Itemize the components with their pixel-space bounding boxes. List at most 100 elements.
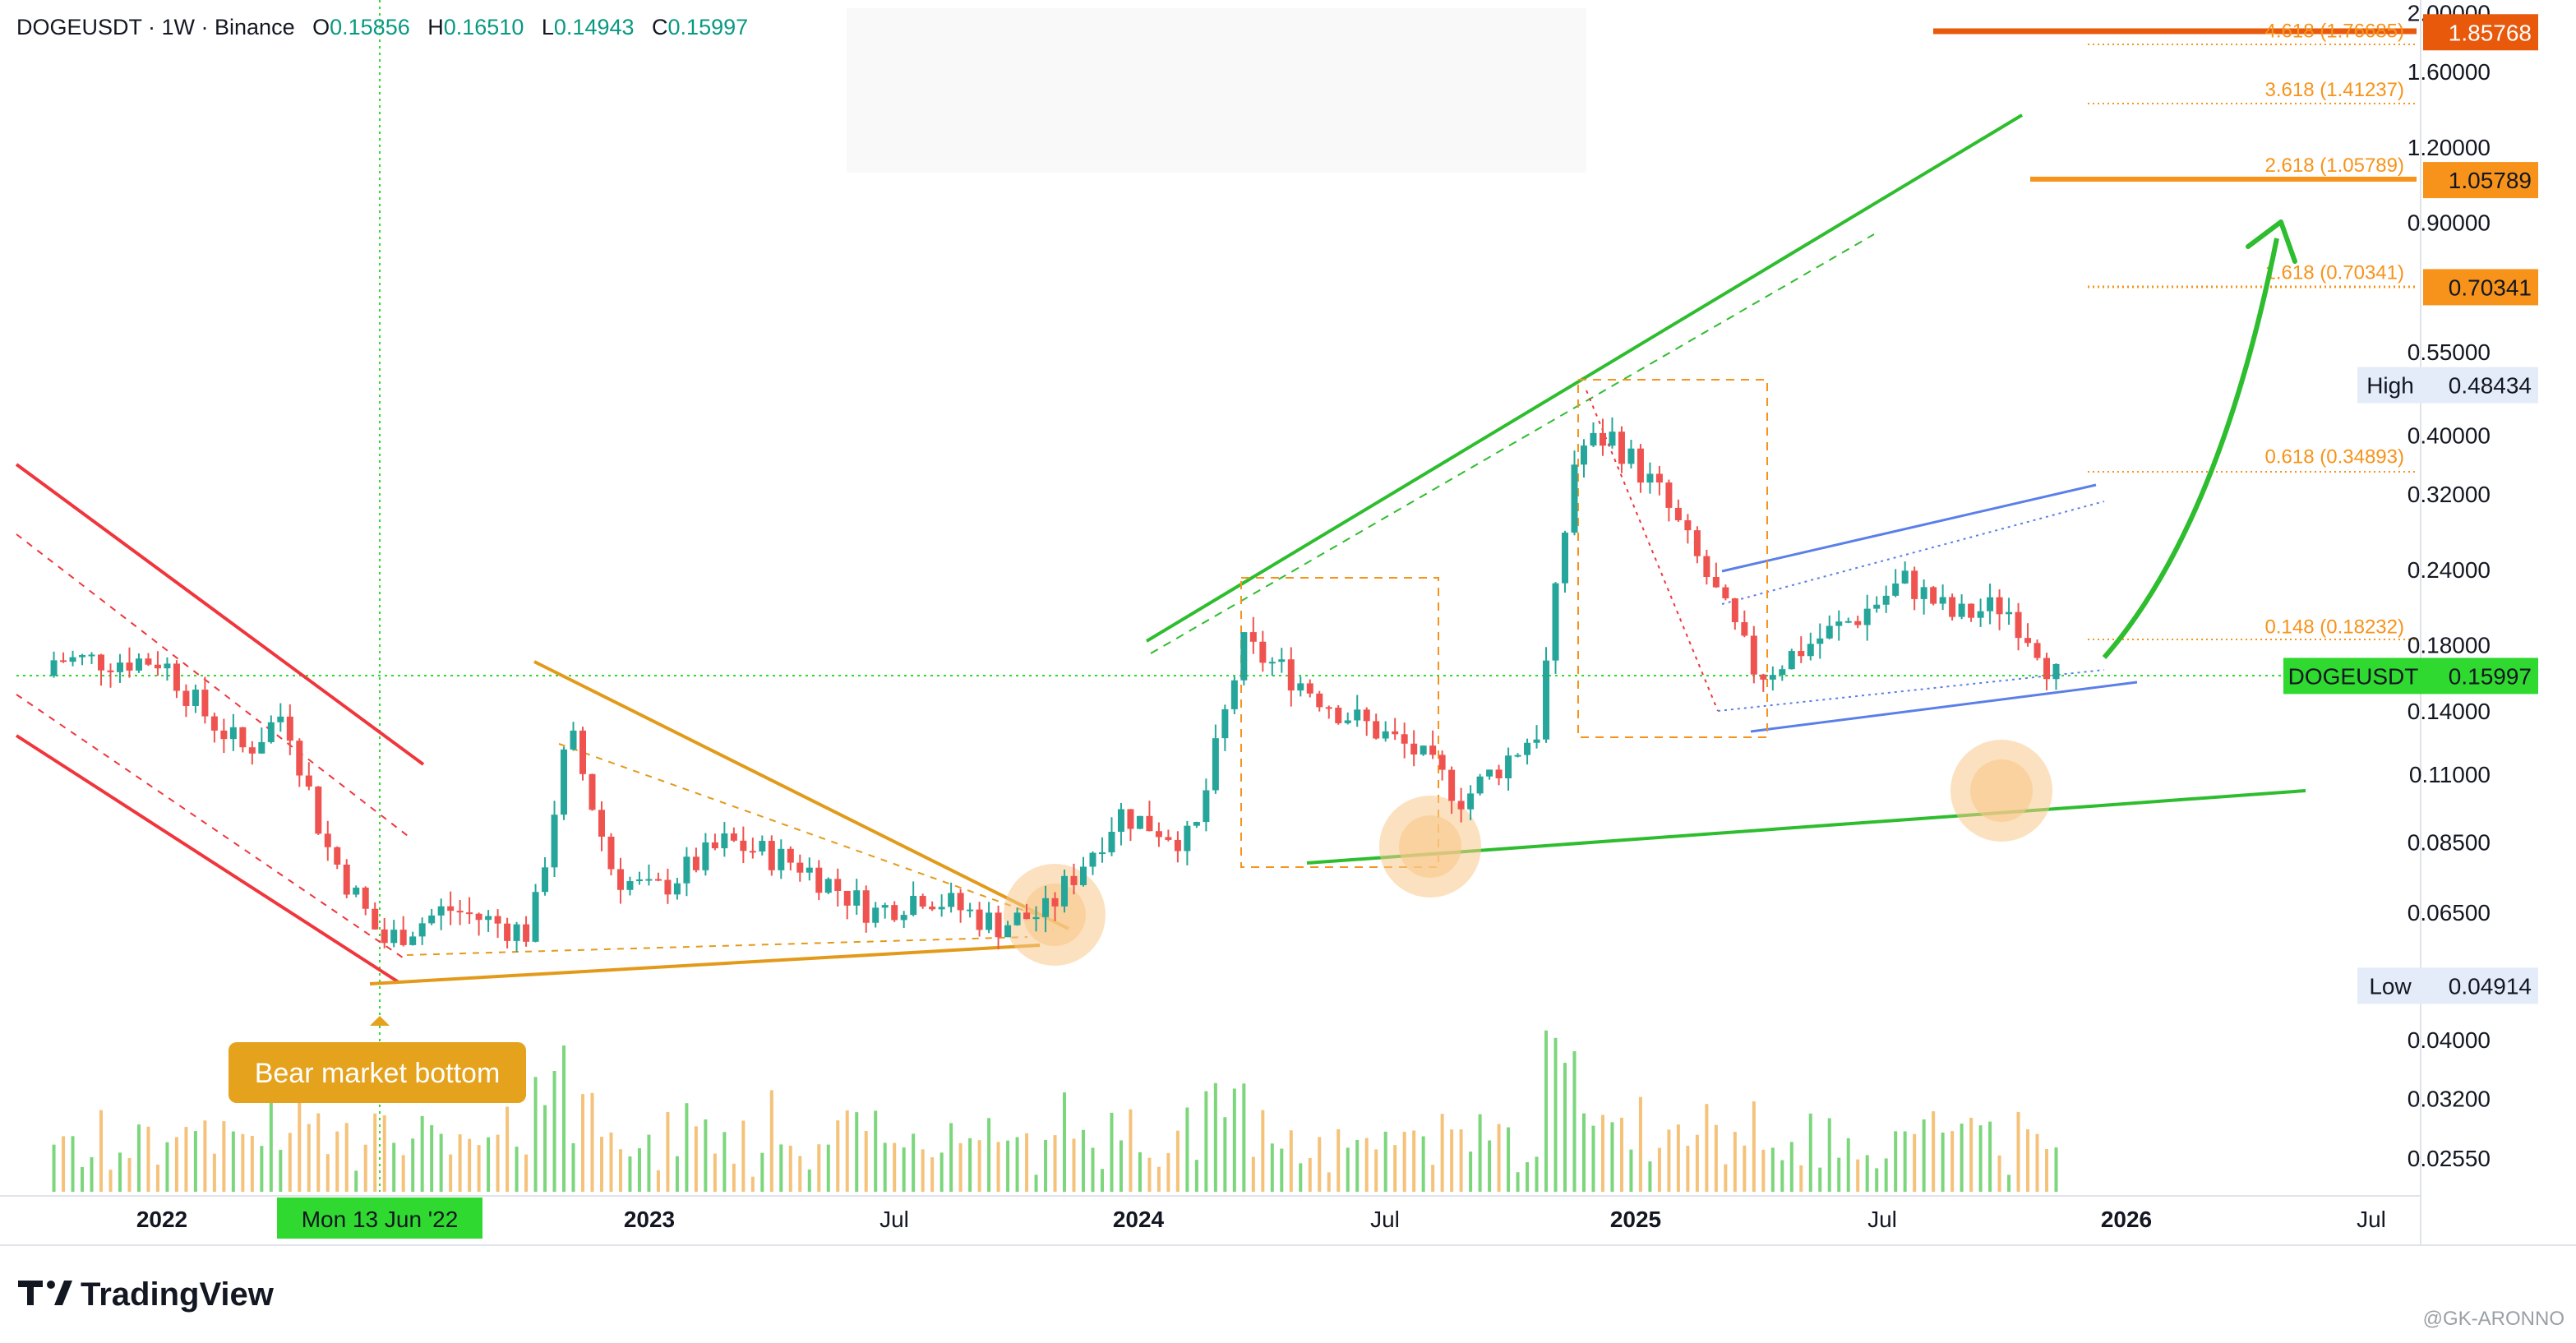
candle-body (626, 881, 634, 890)
price-tag-fib-solid: 1.05789 (2423, 162, 2538, 199)
volume-bar (864, 1131, 868, 1192)
fib-lines (1933, 28, 2417, 640)
time-axis: 2022 Mon 13 Jun '22 2023 Jul 2024 Jul 20… (0, 1195, 2576, 1246)
candle-body (1203, 790, 1210, 823)
candle-body (1042, 898, 1050, 917)
volume-bar (675, 1156, 679, 1192)
volume-bar (1261, 1110, 1265, 1192)
candle-body (98, 654, 105, 671)
volume-bar (1960, 1124, 1964, 1192)
candle-body (1363, 709, 1370, 722)
volume-bar (1091, 1147, 1095, 1192)
candle-body (381, 929, 388, 944)
y-tick-label: 0.18000 (2407, 633, 2491, 658)
volume-bar (1865, 1155, 1869, 1192)
candle-body (853, 890, 861, 906)
volume-bar (524, 1154, 529, 1192)
candle-body (353, 887, 360, 895)
volume-bar (1006, 1140, 1010, 1192)
volume-bar (1733, 1132, 1737, 1192)
candle-body (1798, 651, 1805, 657)
x-tick-crosshair-badge (277, 1198, 482, 1239)
volume-bar (1761, 1149, 1766, 1192)
volume-bar (1799, 1165, 1803, 1192)
volume-bar (1355, 1139, 1360, 1192)
volume-bar (1743, 1145, 1747, 1192)
candle-body (542, 867, 549, 893)
fib-level-label: 2.618 (1.05789) (2265, 155, 2404, 177)
volume-bar (1676, 1124, 1680, 1192)
y-tick-label: 0.06500 (2407, 900, 2491, 925)
volume-bar (1875, 1168, 1879, 1192)
volume-bar (1572, 1050, 1577, 1192)
volume-bar (1648, 1161, 1652, 1192)
candle-body (1996, 597, 2003, 615)
fib-level-label: 0.618 (0.34893) (2265, 445, 2404, 468)
volume-bar (1270, 1143, 1274, 1192)
volume-bar (1591, 1125, 1595, 1192)
candle-body (1136, 815, 1143, 829)
candle-body (1448, 769, 1456, 801)
candle-body (277, 716, 284, 722)
volume-bar (2026, 1128, 2030, 1192)
volume-bar (1308, 1157, 1312, 1192)
volume-bar (1100, 1169, 1104, 1192)
volume-bar (1129, 1109, 1133, 1192)
volume-bar (165, 1142, 169, 1192)
candle-body (815, 867, 823, 893)
candle-body (1599, 432, 1606, 446)
volume-bar (750, 1176, 755, 1192)
candle-body (616, 869, 624, 890)
volume-bar (1280, 1148, 1284, 1192)
volume-bar (590, 1092, 594, 1192)
x-tick-jul26: Jul (2357, 1207, 2386, 1232)
candle-body (1655, 473, 1663, 483)
volume-bar (1818, 1167, 1822, 1192)
candle-body (1665, 482, 1673, 508)
candle-body (787, 848, 794, 863)
volume-bar (1015, 1137, 1019, 1192)
candle-body (1184, 825, 1191, 851)
candle-body (60, 660, 67, 662)
price-tag-fib-dark: 1.85768 (2423, 14, 2538, 51)
candle-body (1637, 448, 1644, 483)
volume-bar (1752, 1101, 1756, 1192)
candle-body (948, 893, 955, 907)
volume-bar (704, 1119, 708, 1192)
candle-body (2052, 663, 2060, 680)
candle-body (1760, 674, 1767, 680)
volume-bar (1346, 1147, 1350, 1192)
candle-body (673, 883, 681, 895)
candle-body (664, 879, 672, 895)
candle-body (485, 916, 492, 921)
candle-body (1297, 683, 1304, 691)
candle-body (1741, 621, 1748, 636)
volume-bar (807, 1169, 811, 1192)
svg-text:1.05789: 1.05789 (2449, 168, 2532, 193)
candle-body (1467, 793, 1475, 810)
volume-bar (1232, 1088, 1236, 1192)
volume-bar (1780, 1160, 1784, 1192)
candle-body (1438, 755, 1446, 770)
candle-body (919, 896, 926, 907)
svg-text:0.70341: 0.70341 (2449, 275, 2532, 300)
volume-bar (599, 1137, 603, 1192)
candle-body (1609, 432, 1616, 446)
candle-body (929, 907, 936, 910)
candle-body (1193, 822, 1200, 826)
volume-bar (996, 1142, 1000, 1192)
candle-body (759, 841, 766, 852)
candle-body (843, 890, 851, 906)
volume-bar (506, 1106, 510, 1192)
candle-body (1788, 651, 1795, 670)
candle-body (1835, 621, 1843, 626)
candle-body (1826, 625, 1833, 639)
candle-body (900, 915, 907, 921)
candle-body (1892, 583, 1900, 596)
svg-text:DOGEUSDT · 1W · Binance: DOGEUSDT · 1W · Binance O0.15856 H0.1651… (16, 15, 748, 39)
candle-body (1722, 587, 1729, 598)
y-tick-label: 0.08500 (2407, 829, 2491, 855)
candle-body (1968, 603, 1975, 618)
volume-bar (826, 1144, 830, 1192)
green-projection-arrow (2102, 238, 2279, 659)
